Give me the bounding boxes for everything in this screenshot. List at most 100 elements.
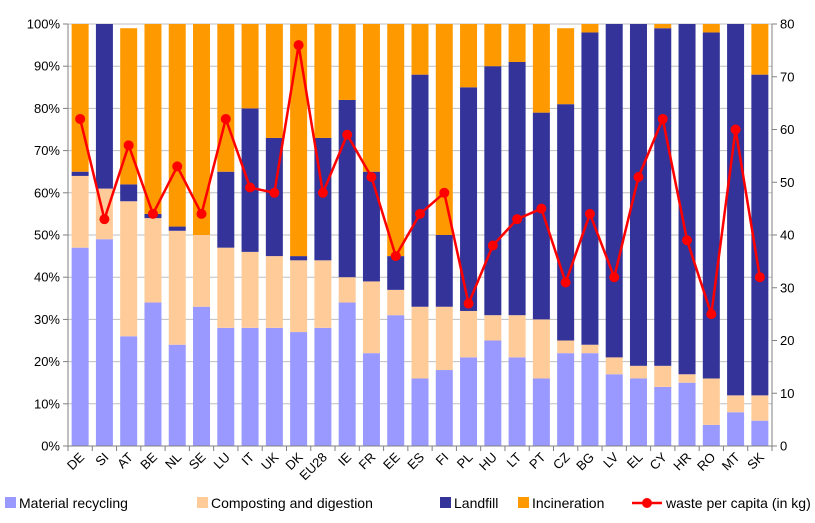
bar-RO-series-2 [702, 32, 720, 379]
bar-MT-series-0 [727, 412, 745, 446]
bar-CY-series-2 [654, 28, 672, 366]
bar-DK-series-1 [290, 260, 308, 333]
line-point-SE [196, 208, 207, 219]
bar-DE-series-0 [71, 247, 89, 446]
bar-LT-series-3 [508, 24, 526, 62]
y-tick-label-left: 30% [34, 312, 60, 327]
bar-EE-series-0 [387, 315, 405, 446]
legend-label: waste per capita (in kg) [665, 495, 811, 511]
bar-IE-series-0 [338, 302, 356, 446]
bar-UK-series-3 [265, 24, 283, 138]
bar-BE-series-1 [144, 218, 162, 303]
bar-EU28-series-3 [314, 24, 332, 138]
bar-AT-series-1 [120, 201, 138, 337]
bar-BG-series-1 [581, 344, 599, 354]
bar-FR-series-1 [362, 281, 380, 354]
bar-RO-series-0 [702, 424, 720, 446]
bar-FI-series-3 [435, 24, 453, 235]
legend-item-4: waste per capita (in kg) [632, 495, 811, 511]
bar-BG-series-2 [581, 32, 599, 345]
x-tick-label-LU: LU [211, 450, 233, 472]
bar-EE-series-3 [387, 24, 405, 257]
bar-DE-series-1 [71, 175, 89, 248]
x-tick-label-NL: NL [162, 450, 184, 472]
bar-HR-series-2 [678, 24, 696, 375]
bar-EU28-series-1 [314, 260, 332, 328]
bar-PT-series-0 [532, 378, 550, 446]
bar-SK-series-2 [751, 74, 769, 396]
legend-item-0: Material recycling [5, 495, 128, 511]
bar-ES-series-3 [411, 24, 429, 75]
bar-SE-series-3 [193, 24, 211, 235]
bar-EL-series-2 [629, 24, 647, 366]
legend-label: Material recycling [19, 495, 128, 511]
line-point-LV [609, 272, 620, 283]
x-tick-label-SE: SE [186, 449, 209, 472]
legend-item-3: Incineration [518, 495, 604, 511]
bar-PL-series-3 [460, 24, 478, 88]
line-point-UK [269, 187, 280, 198]
legend-label: Incineration [532, 495, 604, 511]
bar-BE-series-0 [144, 302, 162, 446]
line-point-AT [123, 140, 134, 151]
line-point-DK [293, 40, 304, 51]
x-tick-label-RO: RO [694, 450, 718, 474]
x-tick-label-ES: ES [404, 449, 427, 472]
bar-FI-series-2 [435, 235, 453, 307]
legend: Material recycling Composting and digesti… [5, 495, 811, 511]
bar-DE-series-2 [71, 171, 89, 176]
bar-LU-series-0 [217, 327, 235, 446]
line-point-DE [75, 113, 86, 124]
bar-LT-series-0 [508, 357, 526, 446]
line-point-SI [99, 214, 110, 225]
y-tick-label-left: 50% [34, 228, 60, 243]
legend-marker [642, 498, 652, 508]
bar-HU-series-0 [484, 340, 502, 446]
x-tick-label-BE: BE [137, 449, 160, 472]
bar-PT-series-1 [532, 319, 550, 379]
bar-CZ-series-0 [557, 353, 575, 446]
x-tick-label-IT: IT [238, 449, 257, 468]
bar-HR-series-0 [678, 382, 696, 446]
x-tick-label-FR: FR [356, 450, 379, 473]
bar-AT-series-2 [120, 184, 138, 202]
bar-RO-series-3 [702, 24, 720, 33]
x-tick-label-LV: LV [600, 449, 621, 470]
bar-CY-series-1 [654, 365, 672, 387]
bar-BE-series-3 [144, 24, 162, 214]
x-tick-label-CZ: CZ [550, 449, 573, 472]
bar-MT-series-2 [727, 24, 745, 396]
x-tick-label-LT: LT [504, 449, 525, 470]
bar-DK-series-0 [290, 332, 308, 446]
legend-item-2: Landfill [440, 495, 498, 511]
y-tick-label-left: 100% [27, 17, 61, 32]
line-point-IT [245, 182, 256, 193]
x-tick-label-EL: EL [624, 450, 646, 472]
x-tick-label-EE: EE [380, 449, 403, 472]
x-tick-label-CY: CY [647, 449, 671, 473]
y-tick-label-right: 30 [780, 280, 794, 295]
y-tick-label-left: 60% [34, 185, 60, 200]
bar-LT-series-2 [508, 61, 526, 316]
y-tick-label-right: 80 [780, 17, 794, 32]
x-tick-label-BG: BG [573, 450, 597, 474]
bar-NL-series-2 [168, 226, 186, 231]
bar-PL-series-2 [460, 87, 478, 311]
bar-EL-series-1 [629, 365, 647, 379]
bar-EL-series-0 [629, 378, 647, 446]
line-point-RO [706, 309, 717, 320]
bar-NL-series-3 [168, 24, 186, 227]
bar-SK-series-0 [751, 420, 769, 446]
bar-IE-series-2 [338, 99, 356, 278]
bar-BG-series-3 [581, 24, 599, 33]
y-tick-label-right: 40 [780, 228, 794, 243]
bar-SK-series-1 [751, 395, 769, 421]
x-tick-label-SI: SI [92, 450, 111, 469]
bar-IT-series-1 [241, 251, 259, 328]
y-tick-label-left: 80% [34, 101, 60, 116]
bar-LT-series-1 [508, 315, 526, 358]
bar-PT-series-2 [532, 112, 550, 320]
bar-PL-series-1 [460, 310, 478, 358]
line-point-LT [512, 214, 523, 225]
